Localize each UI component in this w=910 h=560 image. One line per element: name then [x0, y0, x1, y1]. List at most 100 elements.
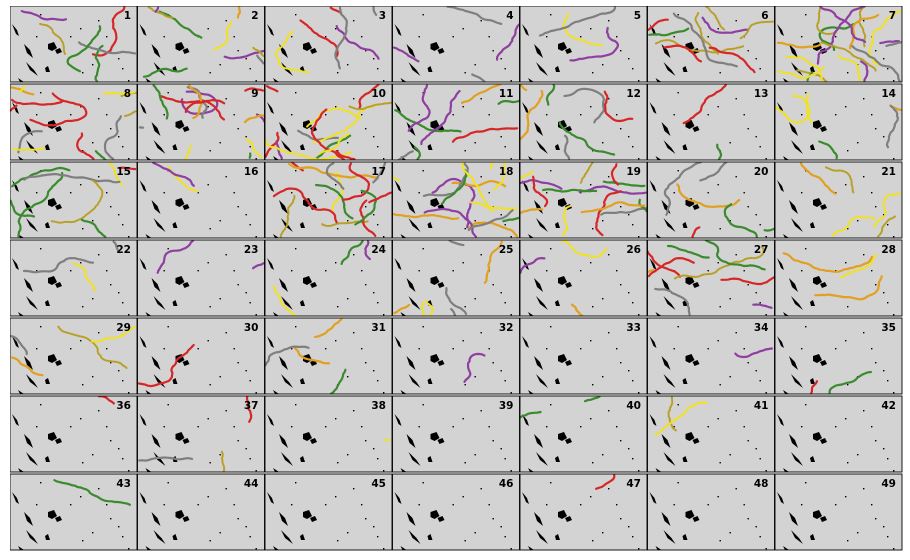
storm-track [188, 84, 203, 120]
land-silhouette [522, 248, 640, 316]
storm-track [885, 41, 902, 47]
storm-track [849, 43, 901, 82]
panel-49: 49 [774, 473, 903, 551]
panel-number-label: 42 [881, 400, 896, 412]
storm-track [814, 275, 883, 301]
storm-track [392, 176, 400, 182]
panel-number-label: 28 [881, 244, 896, 256]
panel-number-label: 32 [499, 322, 514, 334]
storm-track [423, 207, 477, 238]
storm-track [288, 162, 380, 180]
storm-track [10, 199, 36, 218]
panel-number-label: 16 [244, 166, 259, 178]
storm-track [532, 175, 549, 208]
storm-track [520, 178, 563, 190]
storm-track [497, 99, 520, 105]
panel-48: 48 [647, 473, 775, 551]
storm-track [424, 300, 434, 316]
panel-content [649, 162, 775, 238]
storm-track [11, 166, 71, 188]
storm-track [810, 380, 819, 394]
storm-track [502, 216, 520, 223]
panel-border [647, 6, 775, 83]
panel-content [649, 84, 767, 160]
panel-number-label: 27 [754, 244, 769, 256]
storm-track [701, 16, 749, 34]
panel-content [138, 396, 257, 472]
storm-track [716, 143, 723, 160]
panel-2: 2 [137, 6, 265, 83]
storm-track [483, 240, 503, 284]
storm-track [873, 191, 902, 228]
panel-number-label: 35 [881, 322, 896, 334]
panel-number-label: 49 [881, 478, 896, 490]
storm-track [562, 13, 603, 47]
storm-track [76, 132, 95, 160]
storm-track [340, 240, 364, 265]
panel-border [519, 473, 648, 551]
storm-track [819, 6, 867, 43]
panel-border [264, 239, 393, 317]
panel-5: 5 [519, 6, 648, 83]
storm-track [358, 84, 380, 110]
storm-track [654, 287, 691, 316]
storm-track [520, 170, 534, 180]
panel-31: 31 [264, 317, 393, 395]
panel-content [394, 326, 512, 394]
panel-number-label: 3 [379, 10, 386, 22]
panel-number-label: 26 [626, 244, 641, 256]
panel-42: 42 [774, 395, 903, 473]
panel-content [647, 240, 775, 316]
storm-track [603, 90, 634, 123]
panel-content [139, 6, 265, 82]
panel-background [647, 6, 775, 82]
storm-track [142, 67, 188, 78]
storm-track [816, 6, 838, 36]
panel-border [137, 239, 265, 317]
storm-track [383, 438, 392, 442]
storm-track [469, 201, 518, 211]
panel-border [392, 161, 520, 239]
storm-track [463, 352, 486, 383]
panel-number-label: 17 [371, 166, 386, 178]
panel-29: 29 [10, 317, 138, 395]
land-silhouette [394, 482, 512, 550]
panel-border [774, 161, 903, 239]
storm-track [460, 84, 502, 104]
panel-border [774, 395, 903, 473]
panel-12: 12 [519, 83, 648, 161]
panel-border [392, 473, 520, 551]
storm-track [368, 191, 392, 204]
land-silhouette [139, 248, 257, 316]
panel-content [10, 325, 137, 394]
storm-track [450, 308, 456, 316]
storm-track [147, 6, 174, 19]
land-silhouette [139, 170, 257, 238]
land-silhouette [12, 248, 130, 316]
panel-border [647, 317, 775, 395]
storm-track [334, 6, 349, 70]
panel-7: 7 [774, 6, 903, 83]
storm-track [837, 54, 862, 82]
storm-track [446, 6, 503, 25]
storm-track [392, 212, 460, 221]
storm-track [158, 10, 203, 39]
storm-track [545, 84, 556, 106]
storm-track [397, 150, 414, 160]
storm-track [20, 10, 68, 22]
storm-track [839, 253, 878, 279]
storm-track [10, 104, 18, 112]
panel-number-label: 44 [244, 478, 259, 490]
panel-30: 30 [137, 317, 265, 395]
panel-border [392, 395, 520, 473]
storm-track [461, 162, 495, 212]
storm-track [279, 194, 296, 238]
panel-33: 33 [519, 317, 648, 395]
storm-track [184, 98, 226, 114]
storm-track [831, 215, 876, 238]
panel-content [12, 479, 131, 550]
storm-track [467, 221, 519, 238]
storm-track [306, 107, 362, 128]
panel-content [522, 326, 640, 394]
storm-track [560, 240, 608, 258]
